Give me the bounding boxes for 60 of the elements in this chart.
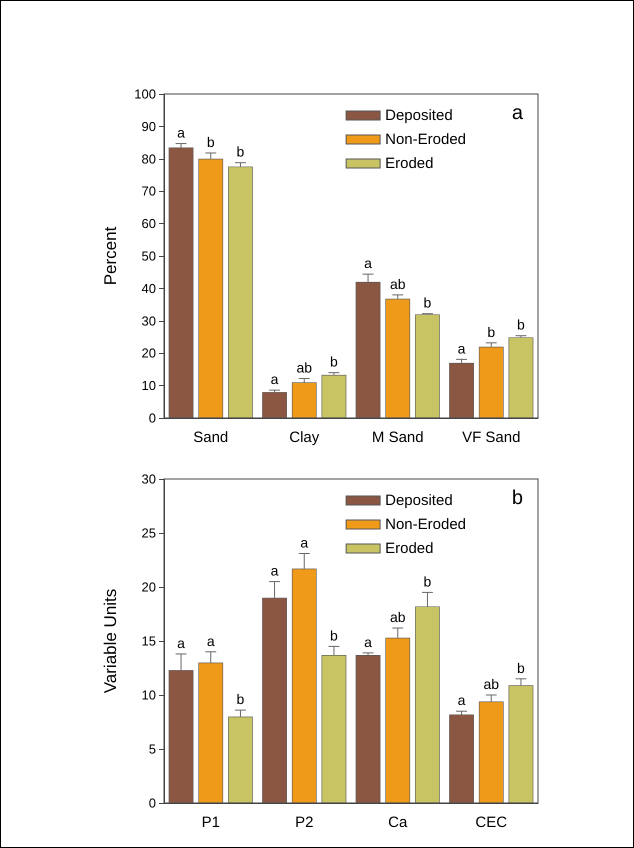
data-label: a bbox=[300, 534, 308, 551]
y-tick-label: 90 bbox=[142, 118, 156, 134]
y-tick-label: 0 bbox=[148, 796, 156, 810]
x-tick-label: M Sand bbox=[372, 429, 424, 446]
x-tick-label: CEC bbox=[475, 814, 508, 831]
y-tick-label: 50 bbox=[142, 248, 156, 264]
x-tick-label: Clay bbox=[289, 429, 320, 446]
data-label: a bbox=[270, 562, 279, 579]
data-label: a bbox=[206, 632, 215, 649]
data-label: a bbox=[364, 634, 372, 650]
y-tick-label: 20 bbox=[142, 346, 156, 361]
legend-label: Deposited bbox=[385, 492, 453, 509]
data-label: a bbox=[458, 692, 466, 708]
y-tick-label: 100 bbox=[134, 86, 156, 102]
y-tick-label: 20 bbox=[142, 580, 156, 594]
data-label: b bbox=[330, 627, 338, 644]
data-label: ab bbox=[483, 676, 500, 692]
y-tick-label: 10 bbox=[142, 378, 156, 394]
y-tick-label: 60 bbox=[142, 216, 156, 232]
y-tick-label: 30 bbox=[142, 313, 156, 328]
x-tick-label: Ca bbox=[388, 814, 408, 831]
y-tick-label: 5 bbox=[148, 742, 156, 756]
data-label: a bbox=[458, 340, 466, 356]
x-tick-label: P1 bbox=[202, 814, 220, 831]
legend-label: Eroded bbox=[385, 155, 434, 172]
data-label: b bbox=[424, 294, 432, 311]
data-label: a bbox=[364, 255, 372, 272]
data-label: b bbox=[236, 144, 245, 160]
y-tick-label: 70 bbox=[142, 184, 156, 199]
data-label: ab bbox=[296, 359, 312, 376]
y-tick-label: 15 bbox=[142, 634, 156, 648]
y-tick-label: 10 bbox=[142, 688, 156, 702]
y-axis-title: Variable Units bbox=[101, 588, 120, 694]
y-tick-label: 80 bbox=[142, 151, 156, 166]
data-label: a bbox=[177, 634, 186, 651]
data-label: b bbox=[206, 134, 215, 150]
annotation: b bbox=[512, 487, 523, 509]
y-axis-title: Percent bbox=[101, 226, 120, 286]
y-tick-label: 40 bbox=[142, 280, 156, 296]
x-tick-label: Sand bbox=[193, 429, 228, 446]
data-label: b bbox=[424, 573, 432, 590]
legend-label: Eroded bbox=[385, 540, 434, 557]
data-label: ab bbox=[390, 276, 406, 292]
data-label: ab bbox=[390, 609, 406, 626]
data-label: a bbox=[270, 371, 279, 388]
data-label: b bbox=[236, 691, 245, 708]
y-tick-label: 25 bbox=[142, 526, 156, 540]
data-label: b bbox=[487, 324, 496, 340]
data-label: b bbox=[330, 354, 338, 370]
annotation: a bbox=[512, 102, 524, 124]
data-label: a bbox=[177, 124, 186, 141]
y-tick-label: 30 bbox=[142, 472, 156, 486]
legend-label: Non-Eroded bbox=[385, 516, 466, 533]
data-label: b bbox=[517, 660, 526, 676]
legend-label: Deposited bbox=[385, 107, 453, 124]
x-tick-label: VF Sand bbox=[462, 429, 520, 446]
y-tick-label: 0 bbox=[148, 410, 156, 426]
x-tick-label: P2 bbox=[295, 814, 314, 831]
data-label: b bbox=[517, 316, 526, 333]
legend-label: Non-Eroded bbox=[385, 131, 466, 148]
